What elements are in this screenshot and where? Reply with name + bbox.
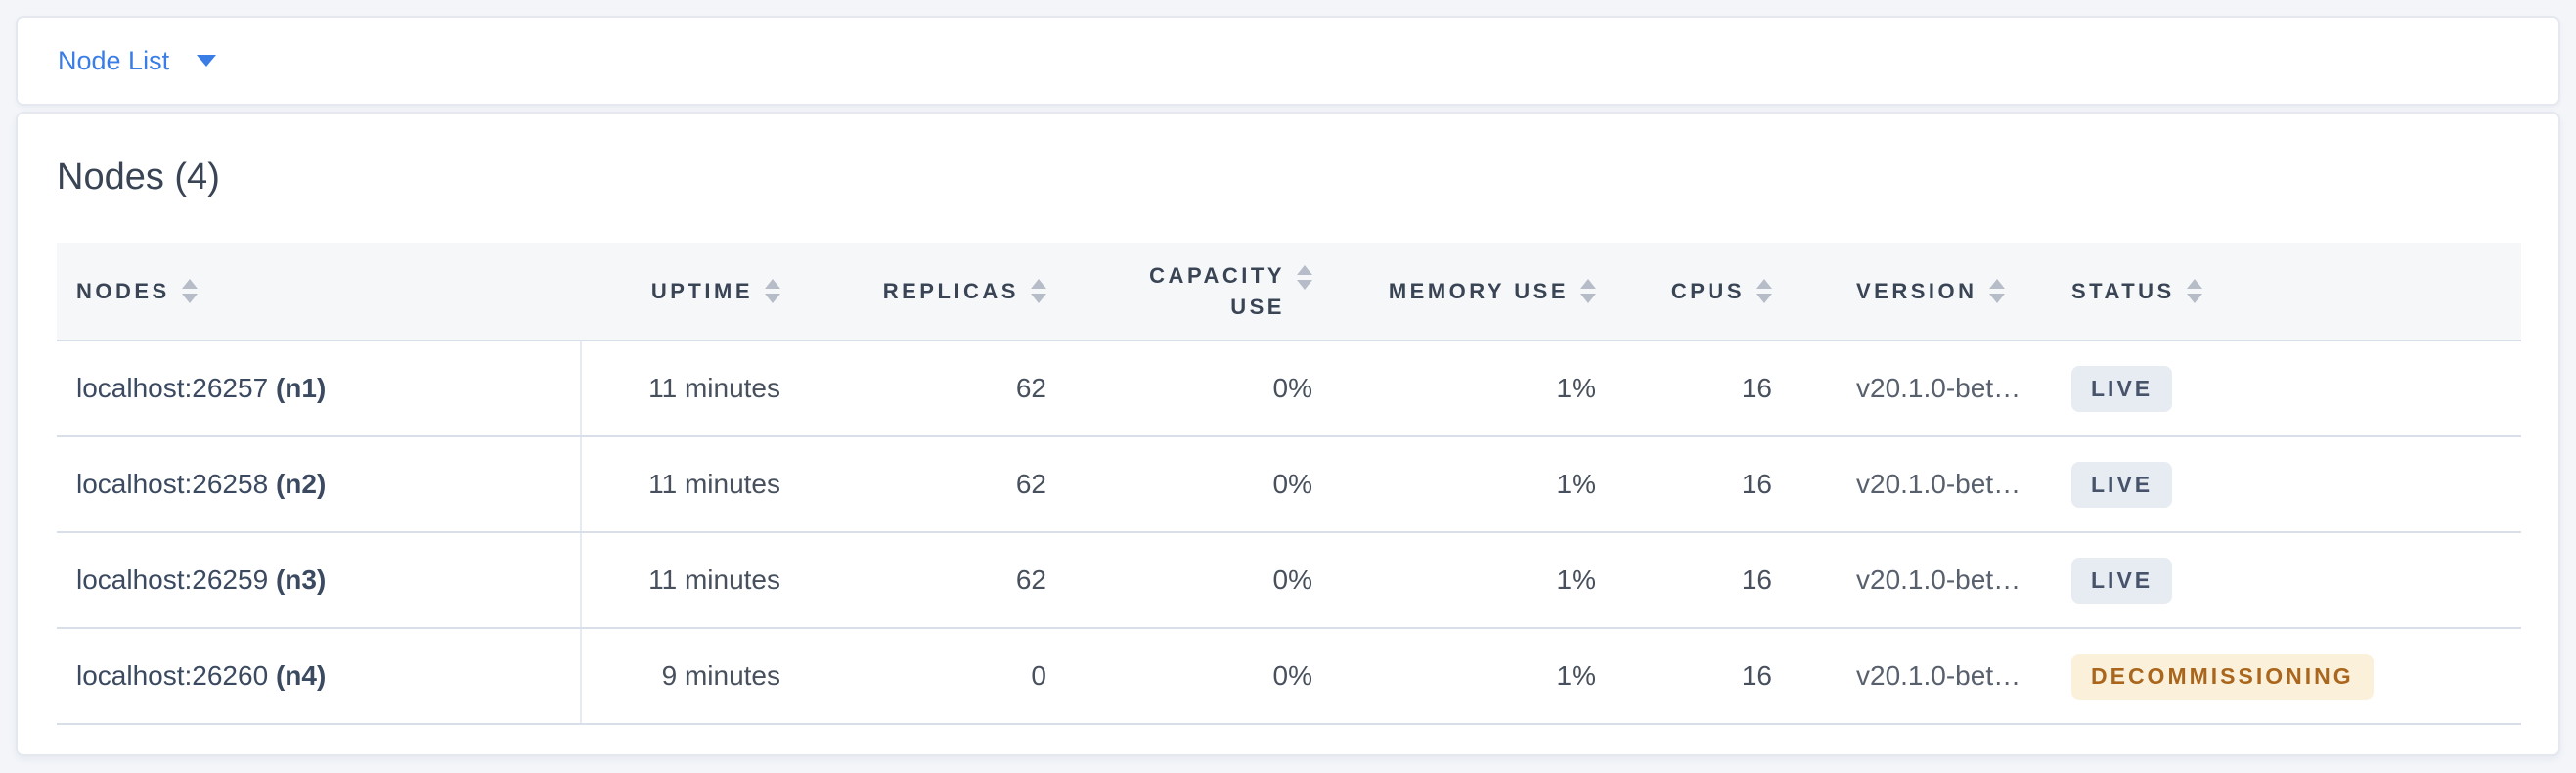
uptime-cell: 9 minutes bbox=[581, 628, 825, 725]
sort-icon bbox=[1988, 279, 2005, 303]
view-selector-label: Node List bbox=[58, 45, 170, 75]
replicas-cell: 0 bbox=[825, 628, 1091, 725]
status-cell: DECOMMISSIONING bbox=[2052, 628, 2521, 725]
status-badge: LIVE bbox=[2071, 461, 2173, 508]
status-cell: LIVE bbox=[2052, 341, 2521, 437]
sort-icon bbox=[1756, 279, 1772, 303]
sort-icon bbox=[1580, 279, 1596, 303]
version-cell: v20.1.0-bet… bbox=[1817, 628, 2052, 725]
uptime-cell: 11 minutes bbox=[581, 532, 825, 629]
replicas-cell: 62 bbox=[825, 436, 1091, 533]
status-badge: LIVE bbox=[2071, 365, 2173, 412]
replicas-cell: 62 bbox=[825, 341, 1091, 437]
nodes-table: Nodes Uptime Replicas bbox=[57, 243, 2521, 725]
version-cell: v20.1.0-bet… bbox=[1817, 532, 2052, 629]
table-row: localhost:26260 (n4) 9 minutes 0 0% 1% 1… bbox=[57, 628, 2521, 725]
nodes-panel: Nodes (4) Nodes bbox=[16, 112, 2560, 756]
status-cell: LIVE bbox=[2052, 532, 2521, 629]
sort-icon bbox=[181, 279, 198, 303]
capacity-use-cell: 0% bbox=[1091, 628, 1357, 725]
column-header-nodes[interactable]: Nodes bbox=[57, 243, 581, 341]
sort-icon bbox=[765, 279, 780, 303]
capacity-use-cell: 0% bbox=[1091, 341, 1357, 437]
table-row: localhost:26259 (n3) 11 minutes 62 0% 1%… bbox=[57, 532, 2521, 629]
column-header-memory-use[interactable]: Memory Use bbox=[1357, 243, 1641, 341]
cpus-cell: 16 bbox=[1641, 436, 1817, 533]
column-header-replicas[interactable]: Replicas bbox=[825, 243, 1091, 341]
capacity-use-cell: 0% bbox=[1091, 532, 1357, 629]
sort-icon bbox=[1031, 279, 1046, 303]
column-header-capacity-use[interactable]: Capacity Use bbox=[1091, 243, 1357, 341]
uptime-cell: 11 minutes bbox=[581, 341, 825, 437]
status-badge: LIVE bbox=[2071, 557, 2173, 604]
view-selector-dropdown[interactable]: Node List bbox=[58, 45, 217, 76]
nodes-table-body: localhost:26257 (n1) 11 minutes 62 0% 1%… bbox=[57, 341, 2521, 725]
version-cell: v20.1.0-bet… bbox=[1817, 436, 2052, 533]
sort-icon bbox=[1297, 264, 1312, 290]
memory-use-cell: 1% bbox=[1357, 341, 1641, 437]
column-header-cpus[interactable]: CPUs bbox=[1641, 243, 1817, 341]
view-selector-bar: Node List bbox=[16, 16, 2560, 106]
version-cell: v20.1.0-bet… bbox=[1817, 341, 2052, 437]
uptime-cell: 11 minutes bbox=[581, 436, 825, 533]
sort-icon bbox=[2186, 279, 2202, 303]
node-address-cell: localhost:26260 (n4) bbox=[57, 628, 582, 725]
status-badge: DECOMMISSIONING bbox=[2071, 653, 2374, 700]
status-cell: LIVE bbox=[2052, 436, 2521, 533]
cpus-cell: 16 bbox=[1641, 532, 1817, 629]
table-header-row: Nodes Uptime Replicas bbox=[57, 243, 2521, 341]
cpus-cell: 16 bbox=[1641, 341, 1817, 437]
memory-use-cell: 1% bbox=[1357, 628, 1641, 725]
node-address-cell: localhost:26259 (n3) bbox=[57, 532, 582, 629]
column-header-uptime[interactable]: Uptime bbox=[581, 243, 825, 341]
caret-down-icon bbox=[197, 55, 217, 67]
cpus-cell: 16 bbox=[1641, 628, 1817, 725]
table-row: localhost:26258 (n2) 11 minutes 62 0% 1%… bbox=[57, 436, 2521, 533]
column-header-version[interactable]: Version bbox=[1817, 243, 2052, 341]
memory-use-cell: 1% bbox=[1357, 436, 1641, 533]
node-address-cell: localhost:26257 (n1) bbox=[57, 341, 582, 437]
memory-use-cell: 1% bbox=[1357, 532, 1641, 629]
table-row: localhost:26257 (n1) 11 minutes 62 0% 1%… bbox=[57, 341, 2521, 437]
replicas-cell: 62 bbox=[825, 532, 1091, 629]
column-header-status[interactable]: Status bbox=[2052, 243, 2521, 341]
node-address-cell: localhost:26258 (n2) bbox=[57, 436, 582, 533]
panel-title: Nodes (4) bbox=[57, 157, 220, 198]
capacity-use-cell: 0% bbox=[1091, 436, 1357, 533]
